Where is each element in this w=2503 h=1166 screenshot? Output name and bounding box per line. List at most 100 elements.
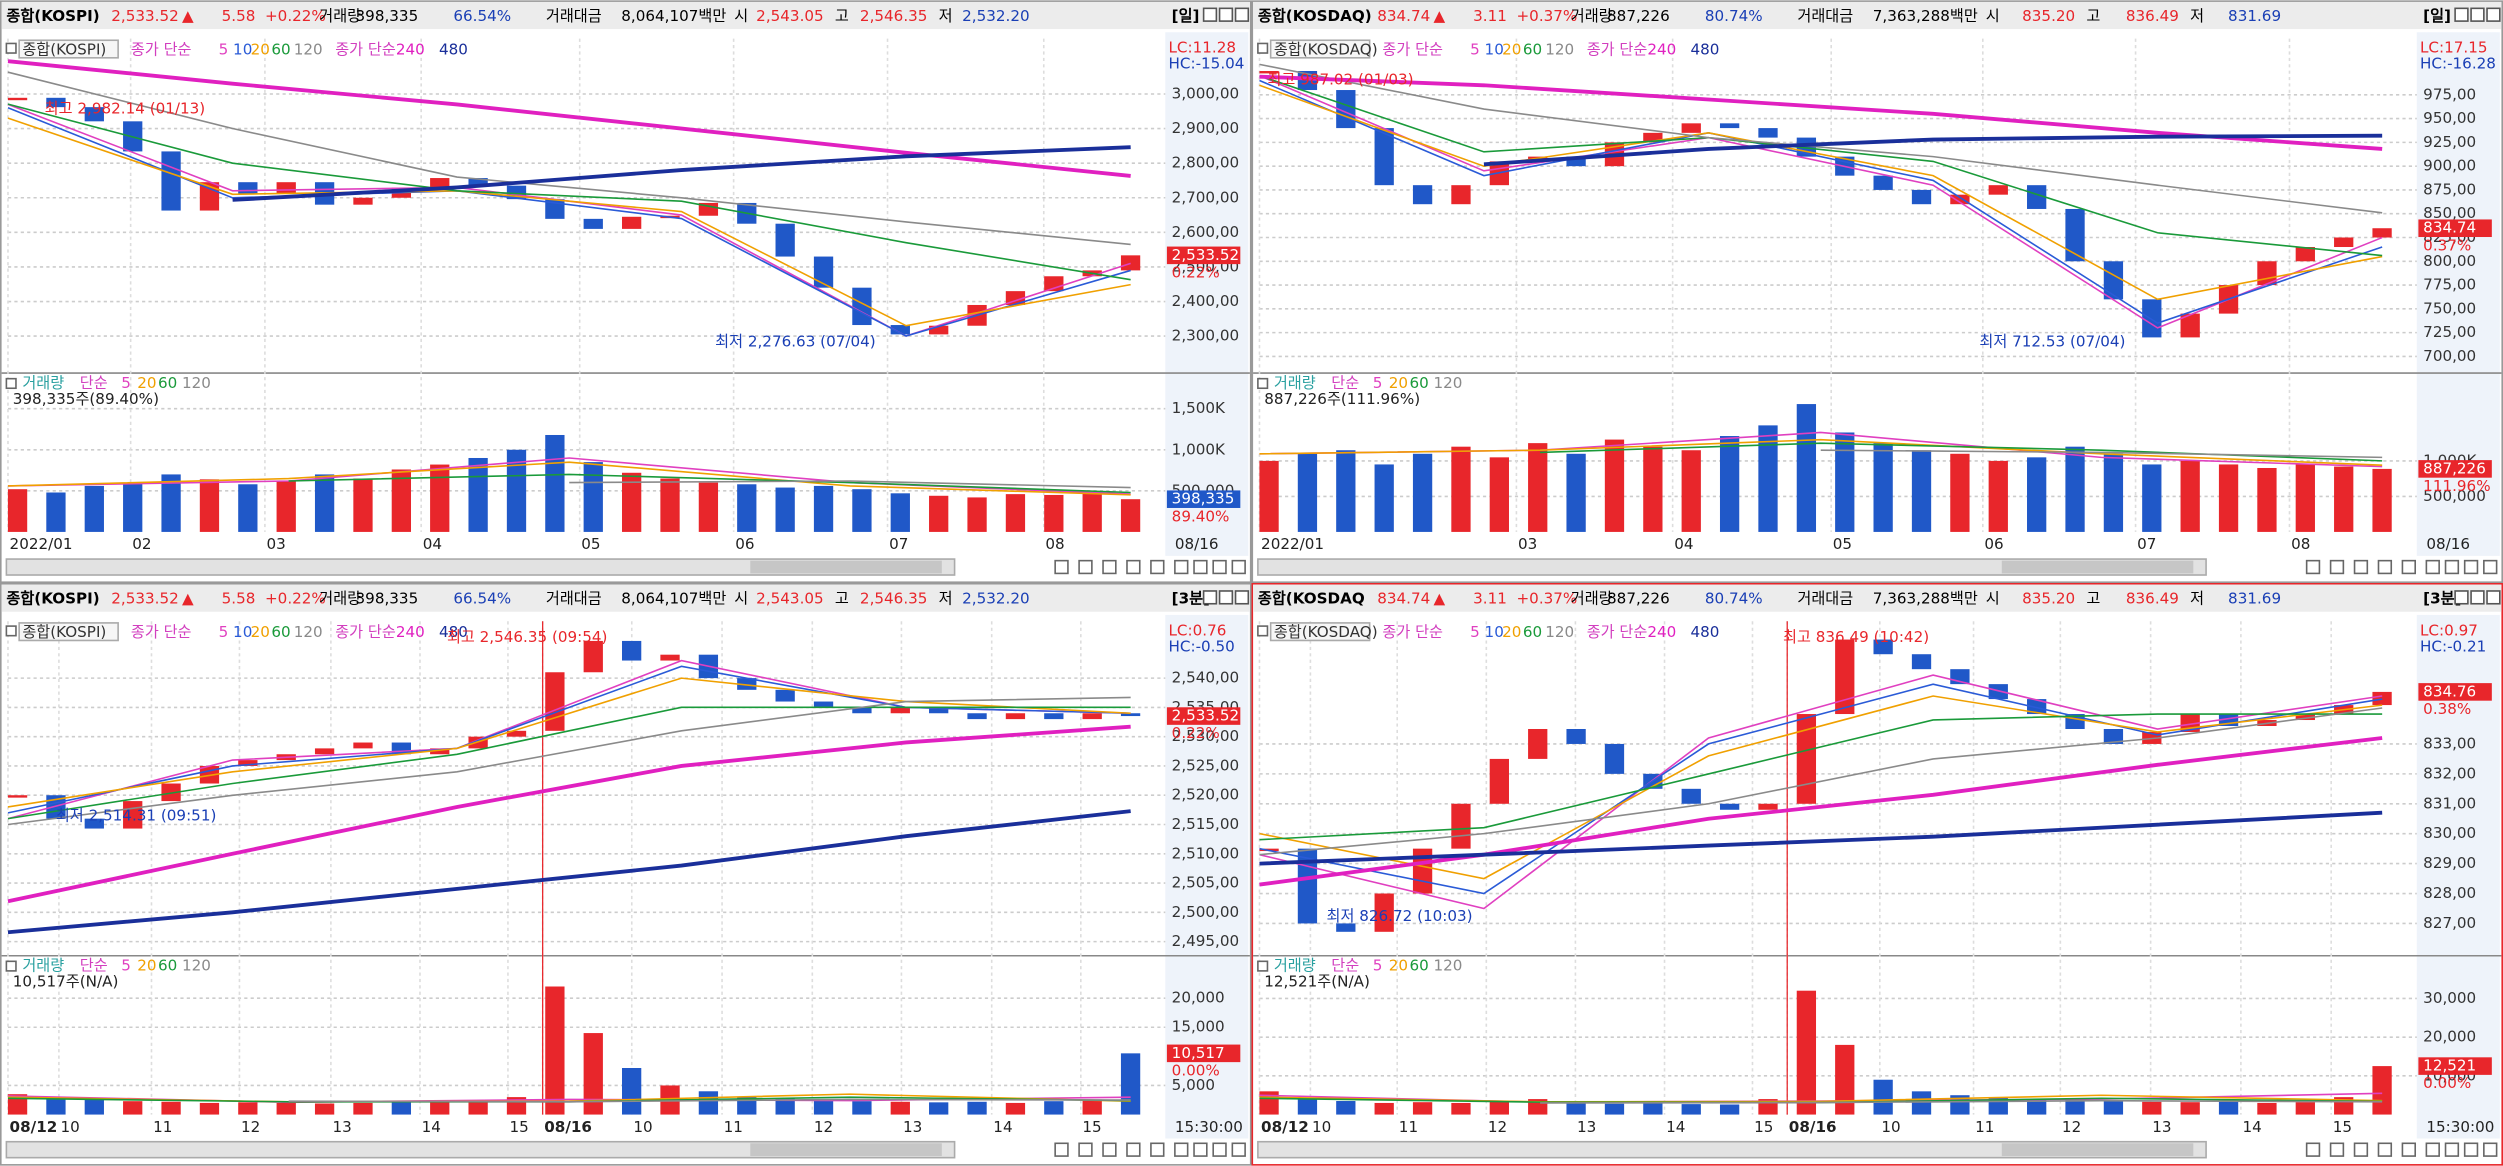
- candle: [7, 97, 28, 101]
- legend-entry: 120: [182, 957, 211, 975]
- window-button[interactable]: [2486, 7, 2501, 22]
- x-tick-label: 07: [889, 535, 908, 553]
- volume-tick-label: 30,000: [2423, 989, 2476, 1007]
- toolbar-icon[interactable]: [1078, 559, 1093, 575]
- toolbar-icon[interactable]: [2353, 559, 2369, 575]
- scroll-thumb[interactable]: [750, 1143, 942, 1157]
- toolbar-icon[interactable]: [2377, 1142, 2393, 1157]
- window-button[interactable]: [1218, 7, 1234, 22]
- toolbar-icon[interactable]: [2483, 1142, 2498, 1157]
- window-button[interactable]: [1234, 590, 1250, 605]
- candle: [1120, 255, 1141, 271]
- toolbar-icon[interactable]: [1231, 559, 1246, 575]
- toolbar-icon[interactable]: [2353, 1142, 2369, 1157]
- scroll-thumb[interactable]: [750, 560, 942, 574]
- legend-entry: 60: [1410, 374, 1429, 392]
- volume-bar: [46, 1098, 66, 1115]
- toolbar-icon[interactable]: [1054, 1142, 1069, 1157]
- volume-bar: [238, 1102, 258, 1115]
- scrollbar[interactable]: [5, 558, 956, 576]
- legend-box: [1269, 39, 1371, 59]
- volume-bar: [1988, 460, 2008, 532]
- toolbar-icon[interactable]: [2401, 559, 2417, 575]
- candle: [46, 97, 66, 108]
- window-button[interactable]: [2470, 590, 2485, 605]
- toolbar-icon[interactable]: [2305, 559, 2321, 575]
- legend-entry: 60: [271, 623, 290, 641]
- toolbar-icon[interactable]: [1174, 559, 1189, 575]
- toolbar-icon[interactable]: [2401, 1142, 2417, 1157]
- toolbar-icon[interactable]: [1102, 559, 1117, 575]
- toolbar-icon[interactable]: [2444, 1142, 2460, 1157]
- toolbar-icon[interactable]: [2463, 1142, 2479, 1157]
- legend-label: 종합(KOSDAQ): [1274, 623, 1378, 641]
- toolbar-icon[interactable]: [2377, 559, 2393, 575]
- x-tick-label: 13: [903, 1118, 922, 1136]
- price-pct: 0.22%: [1172, 263, 1220, 281]
- window-button[interactable]: [2454, 7, 2469, 22]
- toolbar-icon[interactable]: [1102, 1142, 1117, 1157]
- volume-bar: [2218, 464, 2239, 532]
- toolbar-icon[interactable]: [1078, 1142, 1093, 1157]
- window-button[interactable]: [1202, 7, 1218, 22]
- window-button[interactable]: [2486, 590, 2501, 605]
- toolbar-icon[interactable]: [1150, 559, 1165, 575]
- volume-ma-label: 단순: [80, 374, 108, 392]
- scrollbar[interactable]: [5, 1140, 956, 1159]
- axis-area: [2416, 614, 2500, 1139]
- volume-bar: [84, 485, 104, 532]
- candle: [775, 689, 795, 702]
- price-tag: 834.74: [2423, 219, 2476, 237]
- toolbar-icon[interactable]: [1193, 1142, 1208, 1157]
- header-high-label: 고: [2086, 7, 2100, 25]
- candle: [1566, 728, 1586, 744]
- toolbar-icon[interactable]: [1054, 559, 1069, 575]
- candle: [890, 325, 910, 335]
- candle: [2103, 728, 2124, 744]
- scroll-thumb[interactable]: [2001, 560, 2194, 574]
- candle: [583, 640, 603, 673]
- volume-bar: [238, 484, 258, 532]
- price-annotation: 최고 2,982.14 (01/13): [45, 99, 206, 117]
- toolbar-icon[interactable]: [2305, 1142, 2321, 1157]
- moving-average: [1259, 810, 2383, 866]
- toolbar-icon[interactable]: [1212, 559, 1227, 575]
- corner-label: 15:30:00: [1175, 1118, 1243, 1136]
- y-tick-label: 850,00: [2423, 204, 2476, 222]
- window-button[interactable]: [1234, 7, 1250, 22]
- scrollbar[interactable]: [1257, 1140, 2207, 1159]
- toolbar-icon[interactable]: [1193, 559, 1208, 575]
- header-name: 종합(KOSDAQ): [1258, 7, 1372, 25]
- toolbar-icon[interactable]: [1174, 1142, 1189, 1157]
- candle: [1911, 189, 1932, 205]
- window-button[interactable]: [2470, 7, 2485, 22]
- toolbar-icon[interactable]: [2483, 559, 2498, 575]
- toolbar-icon[interactable]: [2463, 559, 2479, 575]
- toolbar-icon[interactable]: [2329, 1142, 2345, 1157]
- toolbar-icon[interactable]: [2444, 559, 2460, 575]
- toolbar-icon[interactable]: [1126, 1142, 1141, 1157]
- toolbar-icon[interactable]: [1150, 1142, 1165, 1157]
- header-amount: 7,363,288백만: [1873, 589, 1978, 607]
- candle: [391, 742, 412, 755]
- toolbar-icon[interactable]: [1126, 559, 1141, 575]
- window-button[interactable]: [2454, 590, 2469, 605]
- toolbar-icon[interactable]: [1212, 1142, 1227, 1157]
- header-change: 3.11: [1473, 7, 1507, 25]
- toolbar-icon[interactable]: [1231, 1142, 1246, 1157]
- header-open-label: 시: [734, 589, 748, 607]
- toolbar-icon[interactable]: [2425, 559, 2440, 575]
- scroll-thumb[interactable]: [2001, 1143, 2194, 1157]
- volume-bar: [2372, 1066, 2392, 1115]
- toolbar-icon[interactable]: [2425, 1142, 2440, 1157]
- scrollbar[interactable]: [1257, 558, 2207, 576]
- window-button[interactable]: [1202, 590, 1218, 605]
- header-bar: [1, 584, 1250, 612]
- candle: [2372, 228, 2392, 238]
- toolbar-icon[interactable]: [2329, 559, 2345, 575]
- moving-average: [7, 107, 1131, 337]
- volume-info: 12,521주(N/A): [1264, 973, 1370, 991]
- window-button[interactable]: [1218, 590, 1234, 605]
- header-arrow: ▲: [182, 589, 194, 607]
- legend-entry: 60: [1410, 957, 1429, 975]
